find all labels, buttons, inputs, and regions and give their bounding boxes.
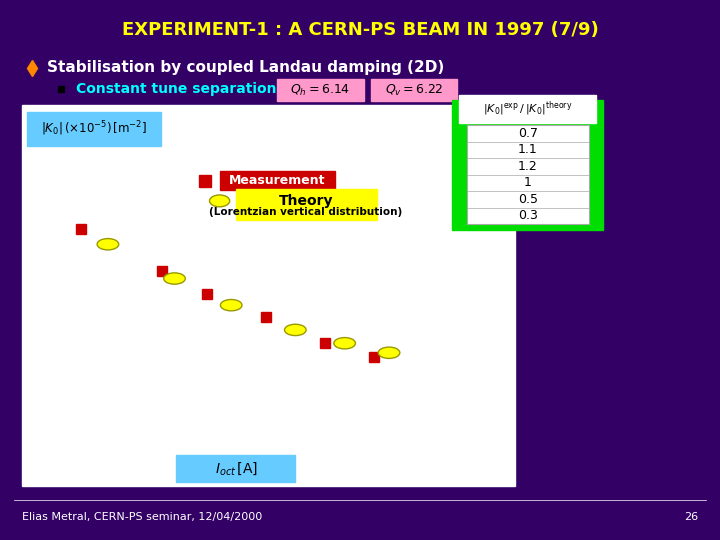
Ellipse shape bbox=[334, 338, 356, 349]
Bar bbox=[176, 455, 295, 482]
Text: Theory: Theory bbox=[279, 194, 333, 208]
Ellipse shape bbox=[220, 300, 242, 311]
Text: Stabilisation by coupled Landau damping (2D): Stabilisation by coupled Landau damping … bbox=[47, 60, 444, 75]
Bar bbox=[220, 171, 335, 190]
Text: $I_{oct}\,[\mathrm{A}]$: $I_{oct}\,[\mathrm{A}]$ bbox=[215, 460, 258, 477]
Text: 0.3: 0.3 bbox=[518, 210, 538, 222]
Text: 0.7: 0.7 bbox=[518, 127, 538, 140]
Text: 1.2: 1.2 bbox=[518, 160, 538, 173]
Ellipse shape bbox=[163, 273, 185, 284]
Text: EXPERIMENT-1 : A CERN-PS BEAM IN 1997 (7/9): EXPERIMENT-1 : A CERN-PS BEAM IN 1997 (7… bbox=[122, 21, 598, 39]
Ellipse shape bbox=[284, 324, 306, 335]
Text: 0.5: 0.5 bbox=[518, 193, 538, 206]
Bar bbox=[277, 79, 364, 101]
Bar bbox=[467, 125, 589, 224]
Text: 1: 1 bbox=[524, 177, 531, 190]
Ellipse shape bbox=[97, 239, 119, 250]
Text: 1.1: 1.1 bbox=[518, 144, 538, 157]
Bar bbox=[452, 100, 603, 230]
Ellipse shape bbox=[210, 195, 230, 207]
Text: Elias Metral, CERN-PS seminar, 12/04/2000: Elias Metral, CERN-PS seminar, 12/04/200… bbox=[22, 512, 262, 522]
Bar bbox=[22, 105, 515, 486]
Text: $Q_h = 6.14$: $Q_h = 6.14$ bbox=[290, 83, 351, 98]
Bar bbox=[459, 95, 596, 123]
Text: $Q_v = 6.22$: $Q_v = 6.22$ bbox=[384, 83, 444, 98]
Bar bbox=[371, 79, 457, 101]
Ellipse shape bbox=[378, 347, 400, 359]
Text: (Lorentzian vertical distribution): (Lorentzian vertical distribution) bbox=[210, 207, 402, 217]
Bar bbox=[236, 189, 377, 220]
Text: $|K_0|^{\rm exp}\,/\,|K_0|^{\rm theory}$: $|K_0|^{\rm exp}\,/\,|K_0|^{\rm theory}$ bbox=[483, 100, 572, 118]
Text: Measurement: Measurement bbox=[229, 174, 325, 187]
Text: Constant tune separation: Constant tune separation bbox=[76, 82, 276, 96]
Text: 26: 26 bbox=[684, 512, 698, 522]
Text: $|K_0|\,(\times 10^{-5})\,[\mathrm{m}^{-2}]$: $|K_0|\,(\times 10^{-5})\,[\mathrm{m}^{-… bbox=[41, 120, 146, 138]
Bar bbox=[27, 112, 161, 146]
